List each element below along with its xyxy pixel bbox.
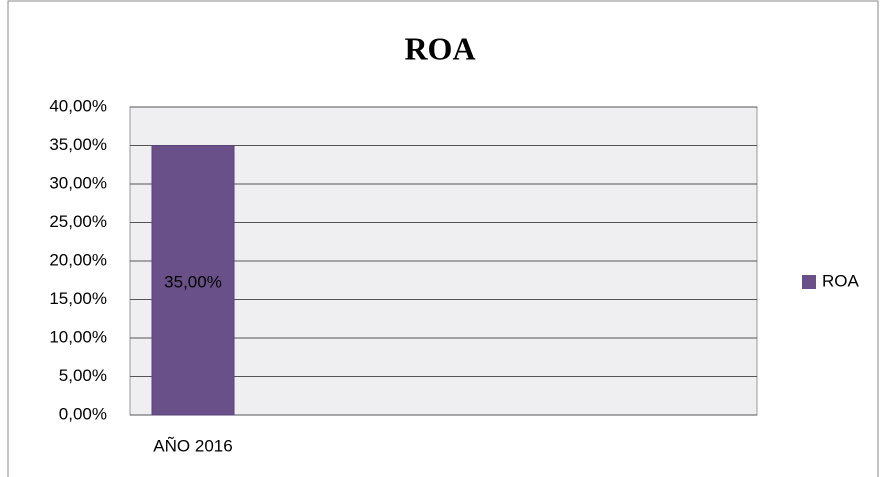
y-tick-label: 10,00% xyxy=(49,327,107,346)
legend-label: ROA xyxy=(822,271,860,290)
y-tick-label: 0,00% xyxy=(59,404,107,423)
y-tick-label: 20,00% xyxy=(49,250,107,269)
y-tick-label: 5,00% xyxy=(59,366,107,385)
data-label: 35,00% xyxy=(164,273,222,292)
y-tick-label: 15,00% xyxy=(49,289,107,308)
y-tick-label: 25,00% xyxy=(49,212,107,231)
y-tick-label: 40,00% xyxy=(49,96,107,115)
x-tick-label: AÑO 2016 xyxy=(153,436,232,455)
chart-border xyxy=(7,0,879,477)
legend-swatch xyxy=(802,275,816,289)
y-tick-label: 35,00% xyxy=(49,135,107,154)
chart-title: ROA xyxy=(404,30,475,66)
bar xyxy=(151,145,235,416)
y-tick-label: 30,00% xyxy=(49,173,107,192)
